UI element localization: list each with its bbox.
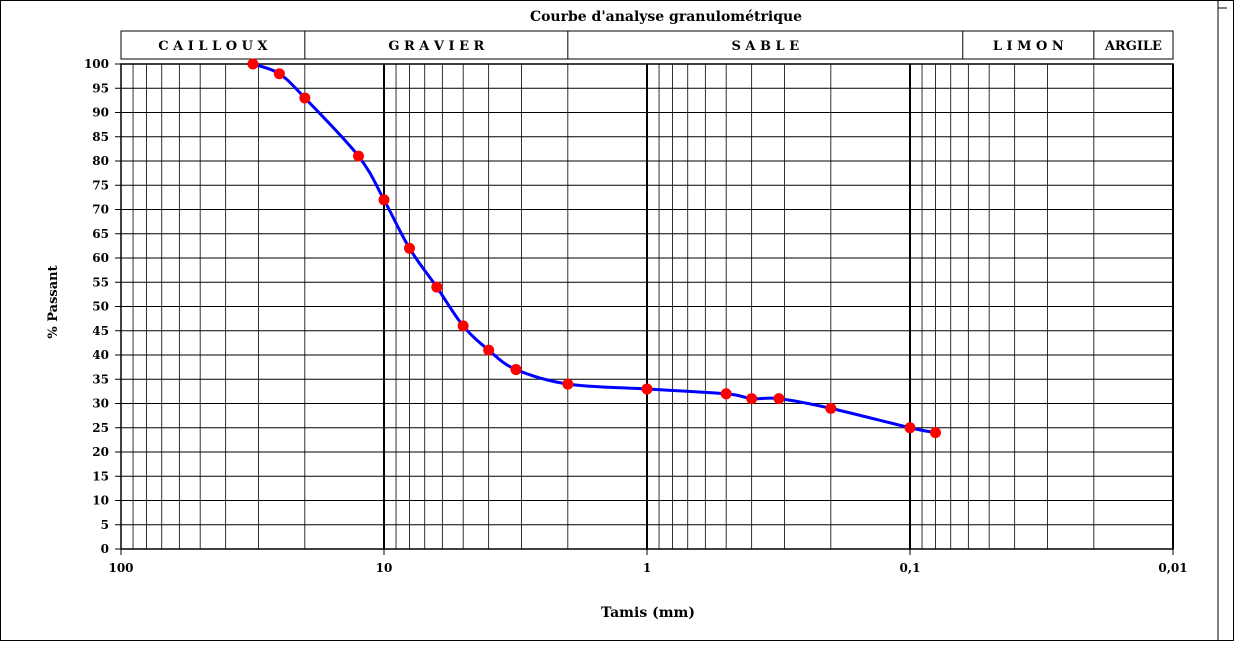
data-point <box>457 320 469 332</box>
y-tick-label: 10 <box>92 494 109 508</box>
x-tick-label: 1 <box>643 561 651 575</box>
band-border <box>120 30 1174 60</box>
y-tick-label: 90 <box>92 106 109 120</box>
chart-title: Courbe d'analyse granulométrique <box>530 9 802 25</box>
soil-class-label: ARGILE <box>1104 39 1162 54</box>
y-tick-label: 70 <box>92 203 109 217</box>
x-axis-ticks: 100 10 1 0,1 0,01 <box>108 549 1188 575</box>
series-layer <box>247 58 941 439</box>
data-point <box>746 393 758 405</box>
data-point <box>299 92 311 104</box>
y-tick-label: 85 <box>92 130 109 144</box>
y-tick-label: 80 <box>92 154 109 168</box>
y-tick-label: 55 <box>92 275 109 289</box>
data-point <box>904 422 916 434</box>
y-tick-label: 45 <box>92 324 109 338</box>
x-tick-label: 0,01 <box>1158 561 1187 575</box>
data-point <box>431 281 443 293</box>
data-point <box>273 68 285 80</box>
x-tick-label: 0,1 <box>900 561 921 575</box>
y-tick-label: 60 <box>92 251 109 265</box>
y-tick-label: 0 <box>101 542 109 556</box>
data-point <box>247 58 259 70</box>
soil-class-label: C A I L L O U X <box>158 39 268 54</box>
data-point <box>378 194 390 206</box>
data-point <box>562 378 574 390</box>
soil-class-label: G R A V I E R <box>388 39 484 54</box>
y-tick-label: 95 <box>92 81 109 95</box>
y-tick-label: 25 <box>92 421 109 435</box>
y-axis-label: % Passant <box>46 265 61 338</box>
y-tick-label: 65 <box>92 227 109 241</box>
data-point <box>773 393 785 405</box>
data-point <box>720 388 732 400</box>
y-axis-ticks: 0 5 10 15 20 25 30 35 40 45 50 55 60 65 70 75 80 85 90 95 10… <box>84 57 121 556</box>
y-tick-label: 50 <box>92 300 109 314</box>
data-point <box>825 402 837 414</box>
y-tick-label: 5 <box>101 518 109 532</box>
soil-class-label: S A B L E <box>731 39 799 54</box>
series-line <box>252 62 936 435</box>
x-tick-label: 100 <box>108 561 133 575</box>
data-point <box>353 150 365 162</box>
data-point <box>483 344 495 356</box>
data-point <box>929 427 941 439</box>
y-tick-label: 15 <box>92 469 109 483</box>
data-point <box>403 242 415 254</box>
y-tick-label: 35 <box>92 372 109 386</box>
x-axis-label: Tamis (mm) <box>601 605 695 621</box>
y-tick-label: 100 <box>84 57 109 71</box>
soil-class-label: L I M O N <box>993 39 1064 54</box>
grid <box>120 63 1174 550</box>
data-point <box>641 383 653 395</box>
y-tick-label: 40 <box>92 348 109 362</box>
y-tick-label: 30 <box>92 397 109 411</box>
data-point <box>510 364 522 376</box>
x-tick-label: 10 <box>376 561 393 575</box>
y-tick-label: 75 <box>92 178 109 192</box>
y-tick-label: 20 <box>92 445 109 459</box>
